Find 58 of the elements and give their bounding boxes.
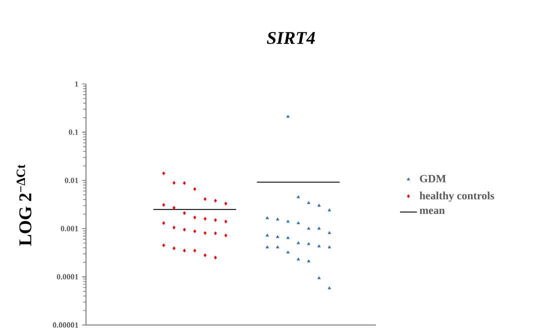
point	[162, 171, 166, 176]
point	[317, 204, 321, 207]
point	[286, 236, 290, 239]
point	[214, 256, 217, 260]
point	[172, 180, 176, 185]
chart-title: SIRT4	[266, 32, 315, 44]
point	[328, 208, 332, 212]
point	[286, 114, 290, 118]
point	[296, 221, 300, 224]
point	[162, 243, 166, 248]
point	[276, 218, 280, 220]
y-axis-title: LOG 2$^{−ΔCt}$	[16, 164, 32, 246]
point	[193, 187, 196, 191]
point	[307, 259, 310, 262]
point	[214, 218, 217, 222]
point	[214, 198, 217, 203]
point	[276, 235, 280, 238]
point	[317, 276, 321, 280]
point	[162, 203, 166, 207]
point	[317, 244, 321, 248]
point	[182, 228, 186, 232]
point	[172, 246, 176, 250]
point	[328, 245, 332, 248]
point	[182, 211, 186, 215]
point	[307, 201, 310, 204]
point	[224, 202, 228, 206]
legend-label: healthy controls	[420, 192, 494, 202]
legend-label: mean	[420, 208, 445, 214]
point	[296, 241, 300, 244]
point	[193, 229, 196, 234]
point	[182, 181, 186, 185]
point	[182, 248, 186, 252]
point	[328, 286, 332, 290]
point	[204, 253, 207, 258]
point	[317, 226, 321, 230]
point	[286, 250, 290, 254]
point	[193, 216, 196, 220]
point	[204, 231, 207, 235]
point	[214, 231, 217, 236]
point	[193, 248, 196, 252]
point	[296, 257, 300, 260]
point	[162, 221, 166, 226]
legend-label: GDM	[420, 174, 446, 182]
point	[266, 245, 269, 248]
point	[172, 226, 176, 230]
point	[276, 245, 280, 248]
point	[286, 220, 290, 223]
point	[224, 220, 228, 224]
point	[328, 231, 332, 234]
point	[307, 242, 310, 246]
point	[172, 206, 176, 210]
point	[307, 226, 310, 230]
point	[266, 234, 269, 237]
point	[296, 195, 300, 198]
point	[266, 216, 269, 220]
point	[224, 234, 228, 238]
point	[204, 197, 207, 201]
point	[204, 216, 207, 221]
